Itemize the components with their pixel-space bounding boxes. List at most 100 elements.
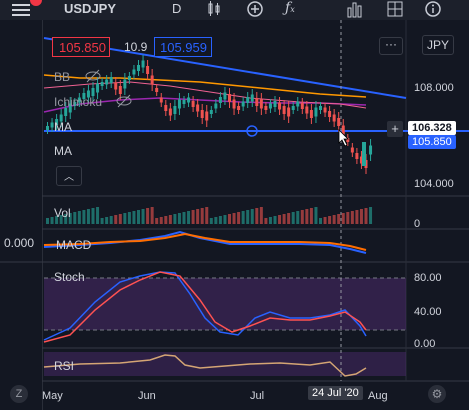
volume-bar [109,216,113,224]
volume-bar [287,213,291,224]
volume-bar [77,211,81,224]
volume-bar [91,208,95,224]
stoch-level-0: 0.00 [414,338,436,350]
indicators-icon[interactable]: ƒx [285,0,295,16]
notification-badge [30,0,42,6]
sell-price: 105.850 [59,40,106,55]
candle-body [73,102,77,106]
volume-label: Vol [54,206,71,220]
price-level-2: 104.000 [414,178,454,190]
left-toolbar [0,20,43,410]
candle-body [182,100,186,104]
settings-icon[interactable]: ⚙ [428,385,446,403]
candle-body [259,99,263,109]
candle-body [68,103,72,113]
layout-icon[interactable] [386,0,404,21]
candle-body [232,99,236,109]
candle-body [319,106,322,110]
candle-body [362,142,366,166]
candle-body [137,65,140,71]
more-options-icon[interactable]: ··· [379,37,403,55]
macd-label: MACD [56,238,92,252]
menu-icon[interactable] [12,4,30,17]
volume-bar [364,208,368,224]
last-price-tag: 105.850 [408,135,456,149]
stoch-level-40: 40.00 [414,306,442,318]
candle-body [300,103,304,109]
legend-ma-2: MA [54,144,72,158]
symbol-name[interactable]: USDJPY [64,1,117,16]
bar-chart-icon[interactable] [346,0,364,21]
volume-bar [118,214,122,224]
candle-body [77,97,81,103]
candle-body [46,126,49,130]
candle-body [64,108,68,116]
volume-bar [86,209,90,224]
volume-bar [273,216,277,224]
candles-group [46,55,373,174]
volume-bar [264,218,268,224]
candle-body [291,106,295,110]
candle-body [350,147,354,153]
stoch-k-line [43,271,367,341]
time-label-jun: Jun [138,390,156,402]
crosshair-add-button[interactable]: + [387,121,403,137]
candle-body [59,114,63,122]
currency-button[interactable]: JPY [422,35,455,55]
candle-body [359,156,363,164]
volume-bar [182,212,186,224]
visibility-off-icon-2[interactable] [115,93,133,114]
candle-body [268,103,272,109]
candle-body [237,106,241,110]
sell-price-box[interactable]: 105.850 [52,37,110,57]
volume-bar [278,215,282,224]
volume-bar [296,211,300,224]
collapse-legend-button[interactable]: ︿ [56,166,82,186]
volume-bar [132,211,136,224]
volume-bar [141,209,145,224]
volume-bar [177,213,181,224]
candle-body [278,102,282,110]
candle-body [205,111,209,121]
candle-body [91,88,95,96]
stoch-d-line [43,271,367,343]
candle-body [187,97,191,103]
volume-bar [246,210,250,224]
volume-bar [127,212,131,224]
volume-bar [337,214,341,224]
volume-bar [232,213,236,224]
candle-body [209,110,213,114]
volume-bar [191,210,195,224]
volume-bar [291,212,295,224]
candle-body [314,107,318,117]
volume-bar [218,216,222,224]
volume-bar [59,215,63,224]
info-icon[interactable] [424,0,442,21]
visibility-off-icon[interactable] [84,68,102,89]
zoom-button[interactable]: Z [10,385,28,403]
add-compare-icon[interactable] [246,0,264,21]
candles-icon[interactable] [206,0,222,21]
volume-bar [168,215,172,224]
candle-body [305,106,309,114]
candle-body [200,110,204,118]
volume-bar [187,211,191,224]
volume-bar [359,209,363,224]
volume-bar [100,218,104,224]
volume-bar [332,215,336,224]
volume-bar [68,213,72,224]
volume-bar [259,207,263,224]
trendline-anchor [246,125,258,137]
buy-price-box[interactable]: 105.959 [154,37,212,57]
candle-body [123,79,127,89]
interval-button[interactable]: D [172,1,182,16]
volume-bar [268,217,272,224]
candle-body [332,114,336,122]
candle-body [114,82,118,90]
candle-body [141,60,145,68]
volume-bar [209,218,213,224]
time-label-aug: Aug [368,390,388,402]
volume-bar [369,207,373,224]
candle-body [155,88,159,92]
